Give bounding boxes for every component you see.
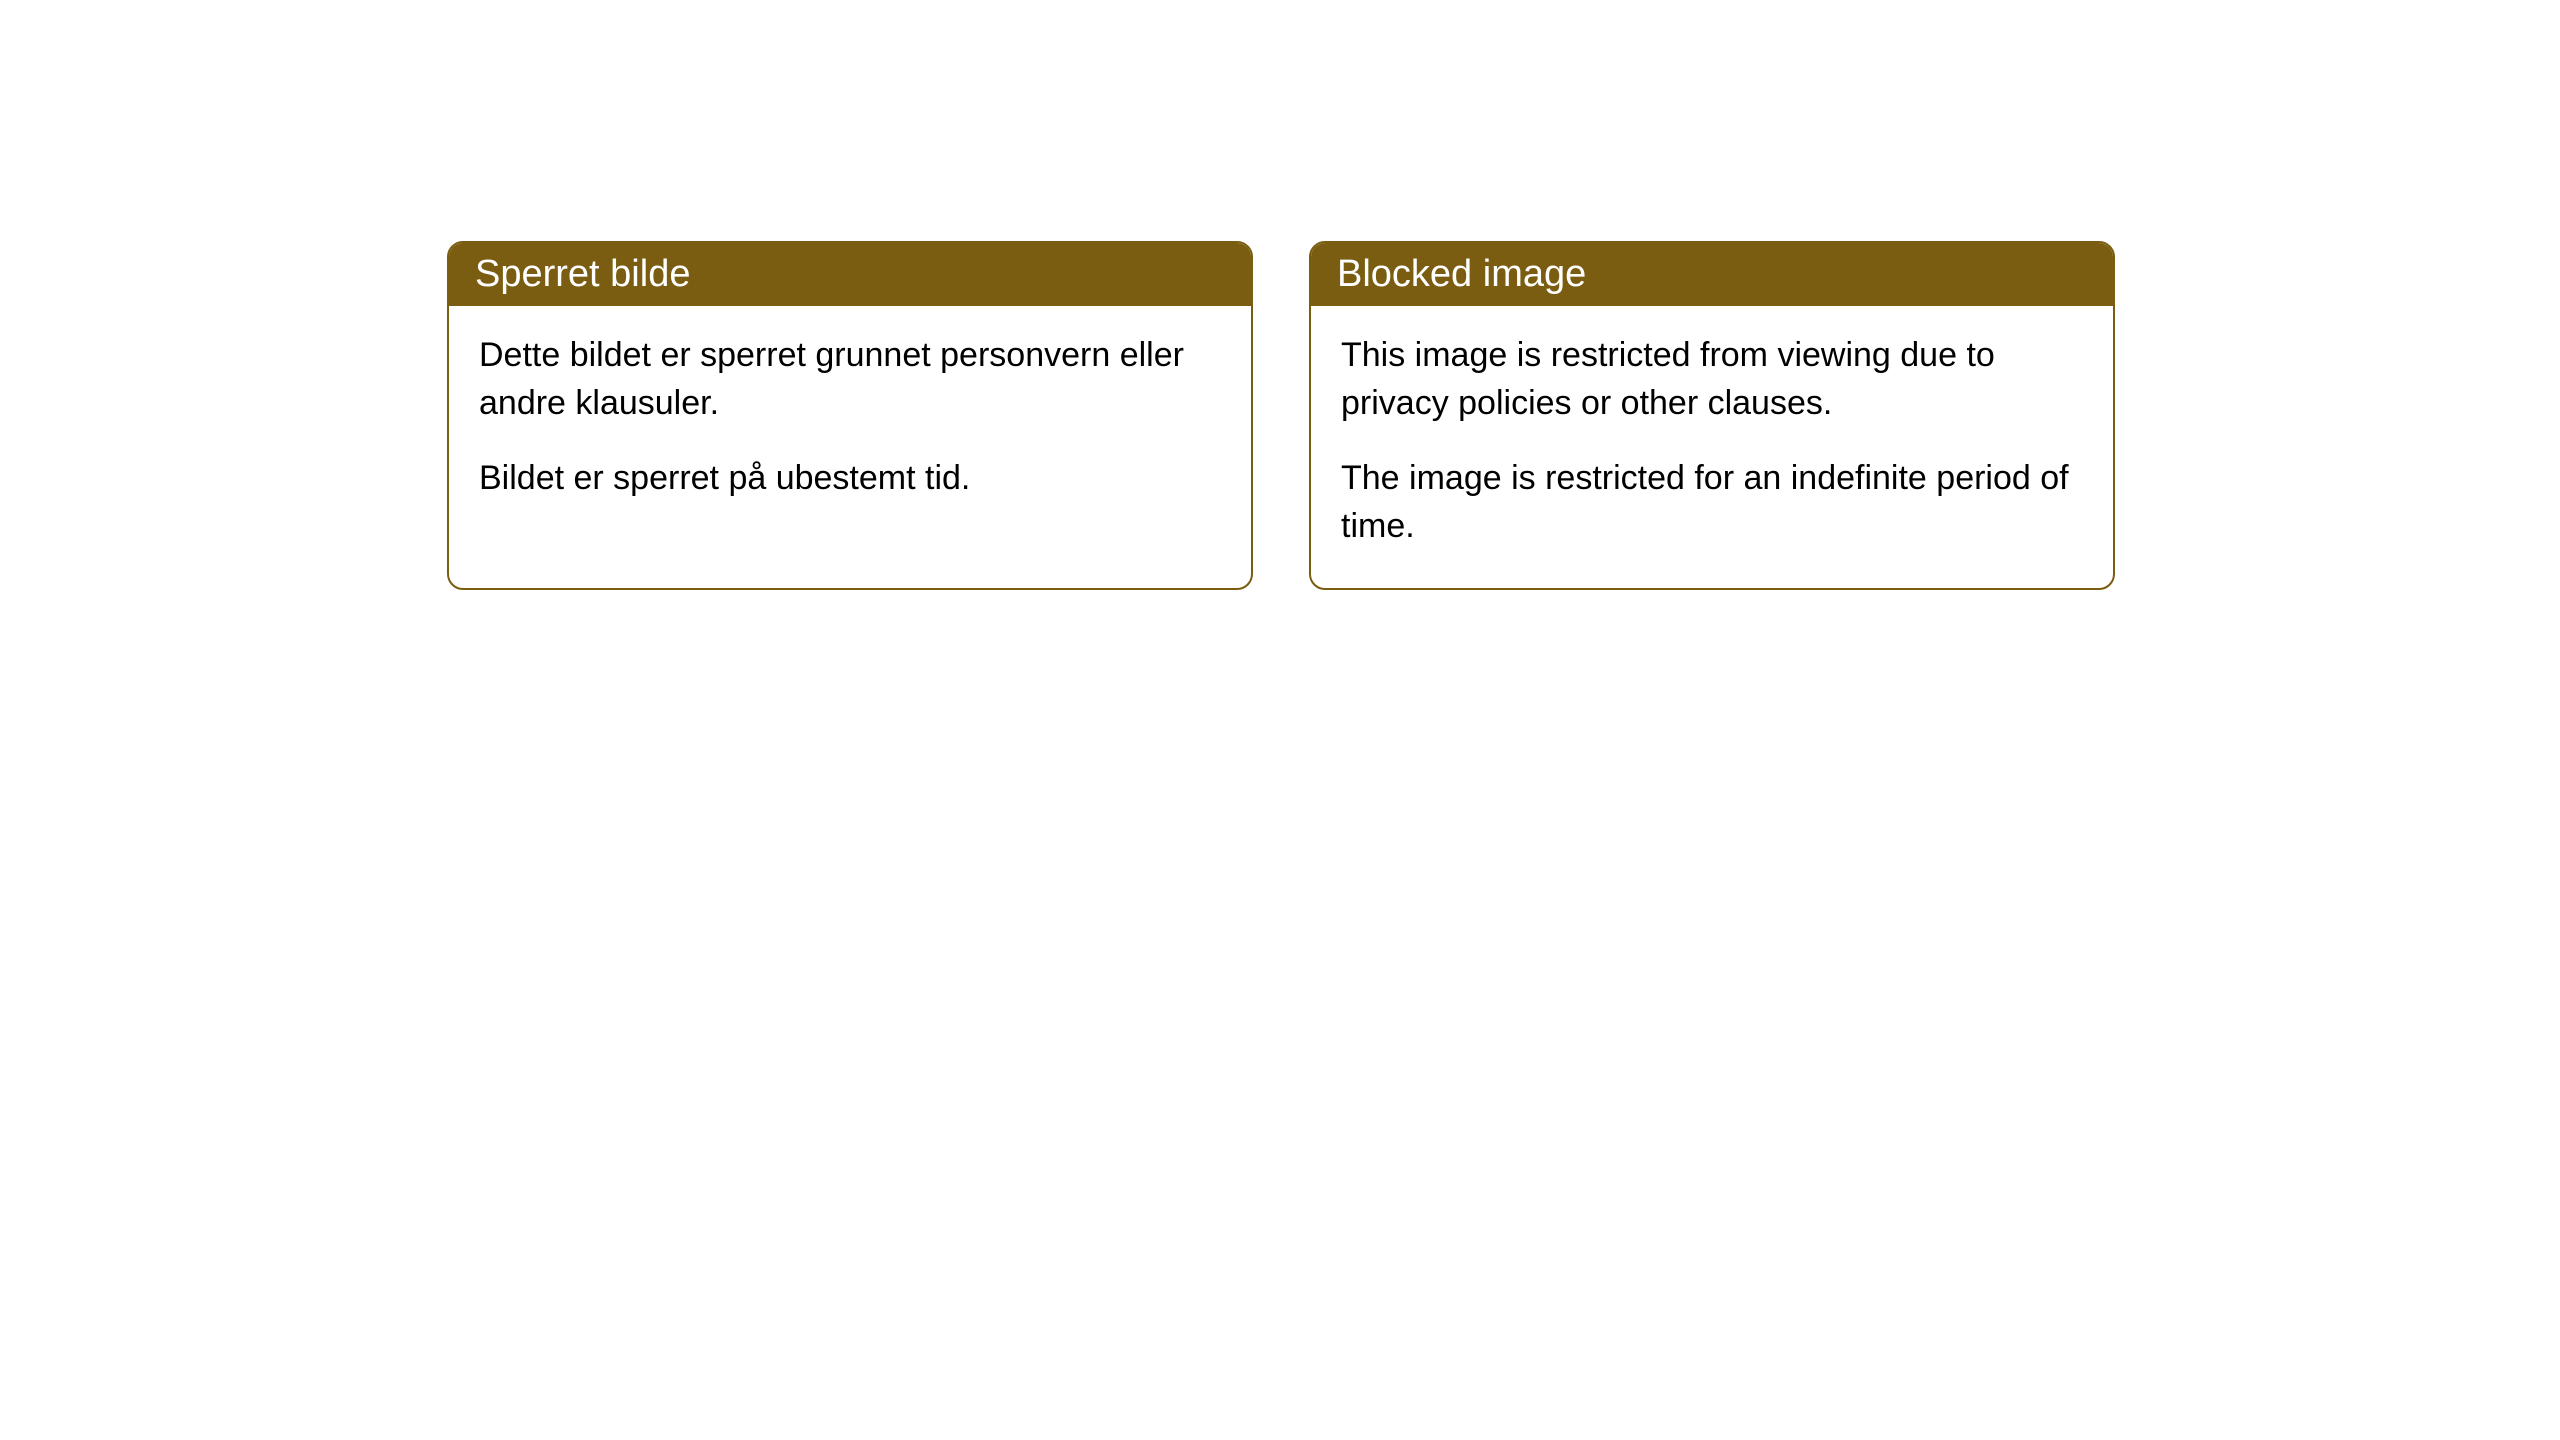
- cards-container: Sperret bilde Dette bildet er sperret gr…: [447, 241, 2115, 590]
- card-title: Blocked image: [1337, 253, 1586, 295]
- card-paragraph: Bildet er sperret på ubestemt tid.: [479, 455, 1221, 503]
- card-body-norwegian: Dette bildet er sperret grunnet personve…: [449, 306, 1251, 541]
- card-paragraph: The image is restricted for an indefinit…: [1341, 455, 2083, 550]
- blocked-image-card-english: Blocked image This image is restricted f…: [1309, 241, 2115, 590]
- card-body-english: This image is restricted from viewing du…: [1311, 306, 2113, 588]
- blocked-image-card-norwegian: Sperret bilde Dette bildet er sperret gr…: [447, 241, 1253, 590]
- card-paragraph: This image is restricted from viewing du…: [1341, 332, 2083, 427]
- card-paragraph: Dette bildet er sperret grunnet personve…: [479, 332, 1221, 427]
- card-header-norwegian: Sperret bilde: [449, 243, 1251, 306]
- card-header-english: Blocked image: [1311, 243, 2113, 306]
- card-title: Sperret bilde: [475, 253, 690, 295]
